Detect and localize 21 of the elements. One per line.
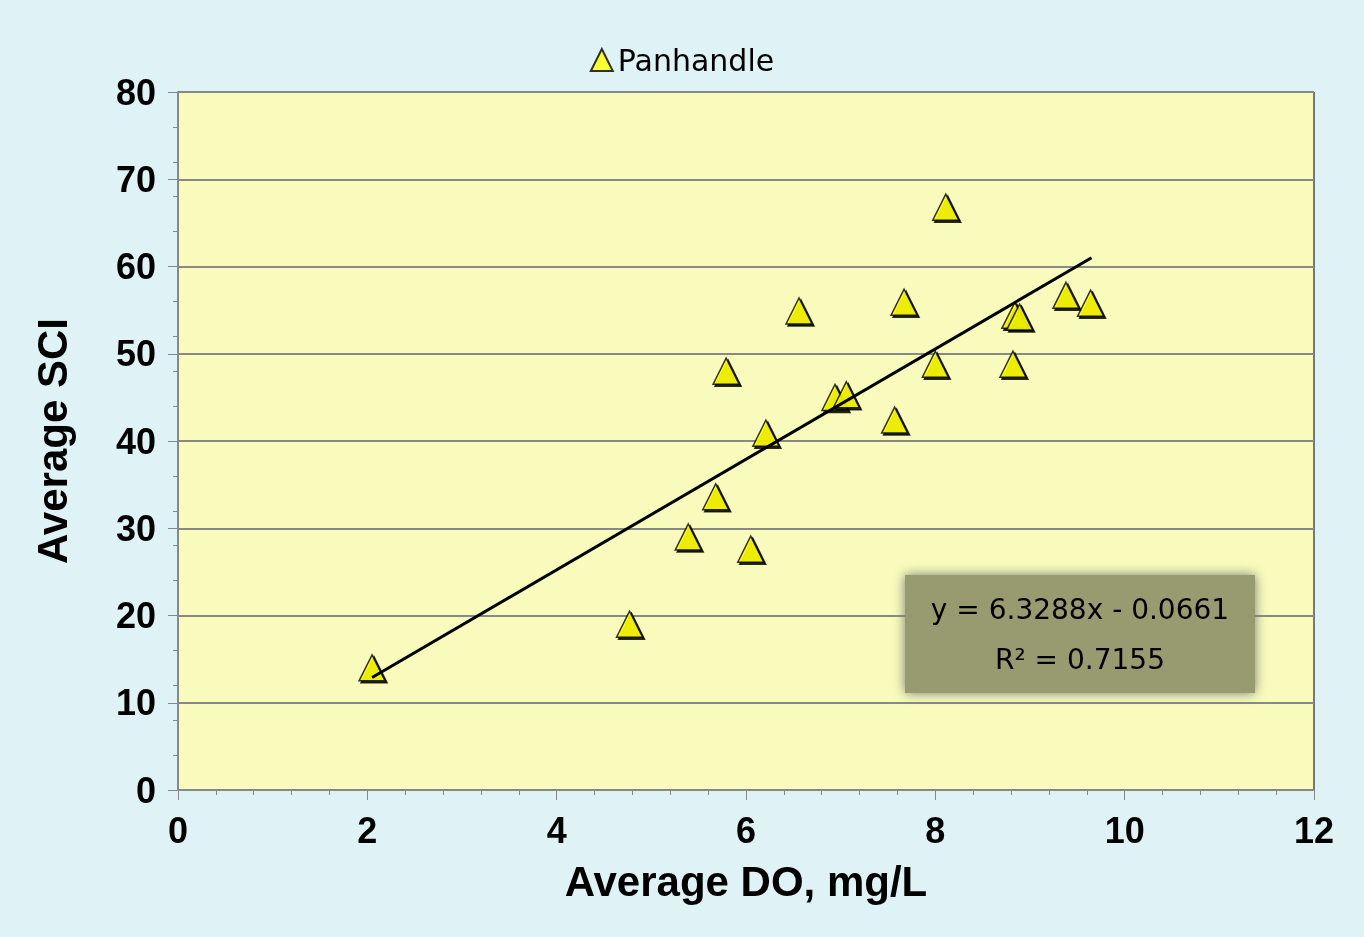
x-tick-label: 6 xyxy=(735,809,757,851)
y-tick-label: 60 xyxy=(115,246,156,287)
annotation: y = 6.3288x - 0.0661 xyxy=(930,592,1230,626)
y-axis-title: Average SCI xyxy=(28,318,76,564)
x-tick-label: 10 xyxy=(1104,809,1145,851)
x-tick-label: 2 xyxy=(357,809,378,851)
legend-label: Panhandle xyxy=(617,42,775,78)
y-tick-label: 70 xyxy=(115,158,156,200)
y-tick-label: 10 xyxy=(115,682,156,724)
x-tick-label: 0 xyxy=(167,809,189,851)
y-tick-label: 0 xyxy=(135,769,156,811)
y-tick-label: 80 xyxy=(115,71,156,113)
y-tick-label: 40 xyxy=(115,420,156,462)
y-tick-label: 50 xyxy=(115,333,156,375)
x-tick-label: 8 xyxy=(925,809,946,851)
annotation: R² = 0.7155 xyxy=(995,642,1165,676)
y-tick-label: 30 xyxy=(115,507,156,549)
y-tick-label: 20 xyxy=(115,595,156,636)
x-axis-title: Average DO, mg/L xyxy=(564,857,928,905)
x-tick-label: 12 xyxy=(1293,809,1335,851)
x-tick-label: 4 xyxy=(546,809,567,851)
